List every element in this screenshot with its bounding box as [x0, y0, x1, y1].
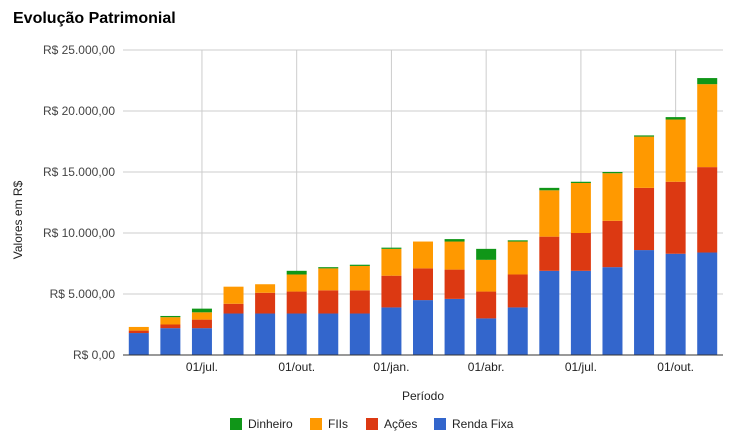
bar-segment-renda-fixa [160, 328, 181, 355]
bar-segment-a-es [160, 324, 181, 329]
bar-segment-renda-fixa [444, 298, 465, 355]
bar-segment-renda-fixa [413, 300, 433, 355]
bar-segment-fiis [665, 119, 686, 182]
bar-segment-fiis [223, 286, 244, 304]
legend-label: Renda Fixa [452, 417, 514, 431]
bar-segment-a-es [381, 275, 402, 308]
bar-segment-dinheiro [697, 78, 718, 85]
bar-segment-fiis [191, 312, 212, 320]
bar-segment-fiis [697, 84, 718, 168]
bar-segment-fiis [255, 284, 276, 293]
bar-segment-renda-fixa [128, 333, 149, 355]
x-tick-label: 01/jan. [373, 360, 409, 374]
bar-segment-dinheiro [286, 270, 307, 275]
axes: R$ 0,00 R$ 5.000,00 R$ 10.000,00 R$ 15.000,… [43, 43, 723, 374]
legend-label: Ações [384, 417, 417, 431]
bar-segment-a-es [476, 291, 497, 319]
bar-segment-fiis [160, 317, 181, 325]
bar-segment-dinheiro [602, 172, 623, 174]
bar-segment-fiis [413, 241, 433, 269]
bar-segment-a-es [318, 290, 339, 314]
bar-segment-dinheiro [318, 267, 339, 269]
bar-segment-dinheiro [381, 247, 402, 249]
bar-segment-a-es [349, 290, 370, 314]
bar-segment-a-es [539, 236, 560, 271]
bar-segment-dinheiro [191, 308, 212, 313]
bar-segment-fiis [634, 136, 655, 188]
bar-segment-fiis [444, 241, 465, 270]
x-tick-label: 01/out. [657, 360, 694, 374]
x-tick-label: 01/jul. [186, 360, 218, 374]
bar-segment-dinheiro [507, 240, 528, 242]
bar-segment-a-es [444, 269, 465, 299]
bar-segment-dinheiro [570, 181, 591, 183]
bar-segment-dinheiro [160, 315, 181, 318]
y-tick-label: R$ 20.000,00 [43, 104, 115, 118]
bar-segment-renda-fixa [634, 250, 655, 355]
x-tick-label: 01/abr. [468, 360, 505, 374]
bar-segment-renda-fixa [570, 270, 591, 355]
legend-swatch [434, 418, 446, 430]
bar-segment-renda-fixa [539, 270, 560, 355]
bar-segment-renda-fixa [602, 267, 623, 355]
y-axis-label: Valores em R$ [11, 180, 25, 259]
chart-title: Evolução Patrimonial [13, 10, 176, 27]
bar-segment-renda-fixa [255, 313, 276, 355]
bar-segment-a-es [255, 292, 276, 314]
bars [128, 78, 718, 355]
bar-segment-dinheiro [539, 187, 560, 191]
legend: Dinheiro FIIs Ações Renda Fixa [230, 417, 514, 431]
bar-segment-fiis [349, 265, 370, 291]
y-tick-label: R$ 15.000,00 [43, 165, 115, 179]
bar-segment-a-es [665, 181, 686, 254]
bar-segment-renda-fixa [697, 252, 718, 355]
legend-swatch [310, 418, 322, 430]
legend-swatch [366, 418, 378, 430]
bar-segment-fiis [570, 182, 591, 233]
bar-segment-a-es [507, 274, 528, 308]
bar-segment-fiis [507, 241, 528, 275]
y-tick-label: R$ 0,00 [73, 348, 115, 362]
bar-segment-dinheiro [665, 117, 686, 120]
bar-segment-renda-fixa [191, 328, 212, 355]
bar-segment-a-es [128, 330, 149, 334]
bar-segment-a-es [697, 167, 718, 253]
bar-segment-renda-fixa [476, 318, 497, 355]
bar-segment-a-es [413, 268, 433, 301]
bar-segment-dinheiro [349, 264, 370, 266]
bar-segment-fiis [476, 259, 497, 292]
bar-segment-dinheiro [476, 248, 497, 260]
bar-segment-a-es [223, 303, 244, 314]
x-axis-label: Período [402, 389, 444, 403]
bar-segment-fiis [318, 268, 339, 291]
bar-segment-dinheiro [634, 135, 655, 137]
bar-segment-renda-fixa [665, 253, 686, 355]
bar-segment-fiis [539, 190, 560, 237]
legend-label: Dinheiro [248, 417, 293, 431]
y-tick-label: R$ 5.000,00 [50, 287, 116, 301]
bar-segment-renda-fixa [286, 313, 307, 355]
bar-segment-fiis [602, 173, 623, 221]
bar-segment-a-es [191, 319, 212, 329]
bar-segment-a-es [570, 233, 591, 271]
bar-segment-renda-fixa [381, 307, 402, 355]
bar-segment-a-es [602, 220, 623, 268]
bar-segment-a-es [634, 187, 655, 251]
bar-segment-dinheiro [444, 239, 465, 242]
bar-segment-renda-fixa [223, 313, 244, 355]
bar-segment-renda-fixa [318, 313, 339, 355]
legend-label: FIIs [328, 417, 348, 431]
bar-segment-fiis [381, 248, 402, 276]
y-tick-label: R$ 10.000,00 [43, 226, 115, 240]
y-tick-label: R$ 25.000,00 [43, 43, 115, 57]
bar-segment-a-es [286, 291, 307, 314]
bar-segment-fiis [286, 274, 307, 292]
x-tick-label: 01/out. [278, 360, 315, 374]
bar-segment-renda-fixa [507, 307, 528, 355]
bar-segment-renda-fixa [349, 313, 370, 355]
x-tick-label: 01/jul. [565, 360, 597, 374]
legend-swatch [230, 418, 242, 430]
bar-segment-fiis [128, 326, 149, 331]
